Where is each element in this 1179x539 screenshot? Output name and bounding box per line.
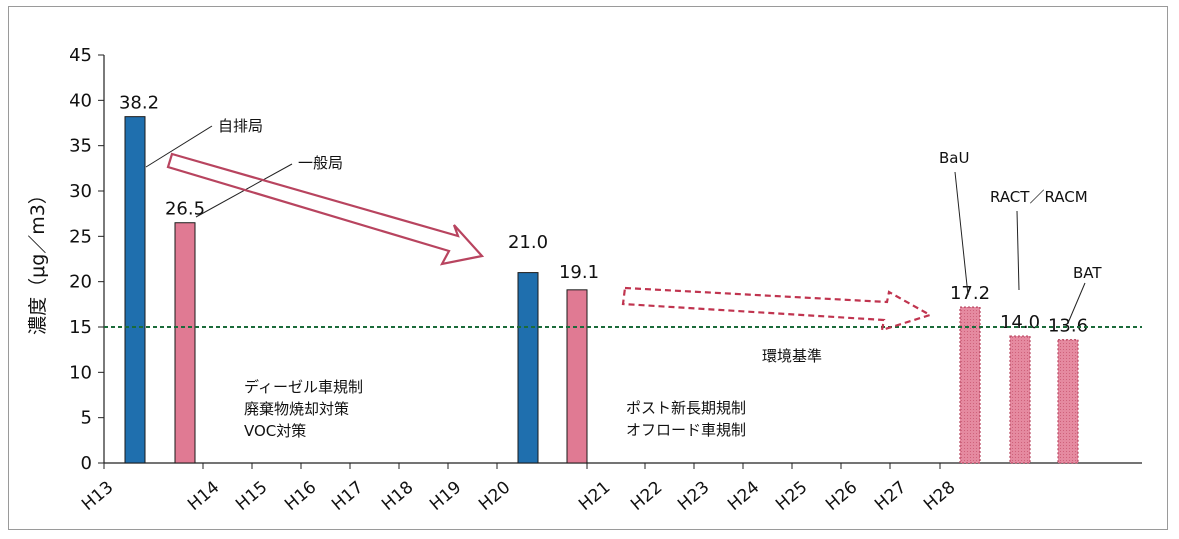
y-tick-label: 40 [69, 90, 92, 111]
x-tick-label: H22 [627, 477, 666, 514]
measure-text: ポスト新長期規制 [626, 399, 746, 417]
data-label: 13.6 [1048, 316, 1088, 337]
x-tick-label: H20 [475, 477, 514, 514]
chart-frame [8, 6, 1168, 530]
data-label: 21.0 [508, 232, 548, 253]
x-tick-label: H17 [328, 477, 367, 514]
bar-h13-0 [124, 116, 146, 464]
data-label: 17.2 [950, 283, 990, 304]
measure-text: 廃棄物焼却対策 [244, 400, 349, 418]
x-tick-label: H16 [281, 477, 320, 514]
y-tick-label: 5 [81, 408, 92, 429]
x-tick-label: H14 [184, 477, 223, 514]
y-tick-label: 35 [69, 136, 92, 157]
bar-h13-1 [174, 222, 196, 464]
y-tick-label: 0 [81, 453, 92, 474]
trend-arrow-solid [166, 152, 485, 266]
x-tick-label: H25 [772, 477, 811, 514]
y-tick-label: 45 [69, 45, 92, 66]
x-tick-label: H18 [378, 477, 417, 514]
bar-h28-5 [1009, 335, 1031, 464]
y-tick-label: 30 [69, 181, 92, 202]
bat-label: BAT [1073, 264, 1102, 282]
bau-leader-line [954, 171, 969, 296]
bar-h28-4 [959, 306, 981, 464]
x-tick-label: H26 [822, 477, 861, 514]
y-tick-label: 20 [69, 272, 92, 293]
y-tick-label: 15 [69, 317, 92, 338]
measure-text: ディーゼル車規制 [244, 378, 363, 396]
standard-label: 環境基準 [762, 347, 822, 365]
trend-arrow-dashed [621, 286, 933, 332]
bat-leader-line [1067, 282, 1086, 324]
x-tick-label: H19 [426, 477, 465, 514]
x-tick-label: H13 [78, 477, 117, 514]
measure-text: VOC対策 [244, 422, 306, 440]
bar-h20-3 [566, 289, 588, 464]
x-tick-label: H24 [724, 477, 763, 514]
bau-label: BaU [939, 149, 969, 167]
x-tick-label: H28 [920, 477, 959, 514]
ract-label: RACT／RACM [990, 188, 1088, 206]
x-tick-label: H23 [674, 477, 713, 514]
x-tick-label: H27 [871, 477, 910, 514]
bar-h20-2 [517, 272, 539, 464]
bar-h28-6 [1057, 339, 1079, 464]
y-tick-label: 10 [69, 362, 92, 383]
measure-text: オフロード車規制 [626, 421, 746, 439]
data-label: 14.0 [1000, 312, 1040, 333]
ract-leader-line [1016, 210, 1020, 291]
jihai-leader-line [145, 125, 213, 168]
data-label: 26.5 [165, 199, 205, 220]
ippan-label: 一般局 [298, 154, 343, 172]
y-axis-title: 濃度（μg／m3） [27, 185, 49, 335]
y-tick-label: 25 [69, 226, 92, 247]
data-label: 19.1 [559, 262, 599, 283]
x-tick-label: H15 [232, 477, 271, 514]
x-tick-label: H21 [575, 477, 614, 514]
jihai-label: 自排局 [218, 117, 263, 135]
data-label: 38.2 [119, 93, 159, 114]
